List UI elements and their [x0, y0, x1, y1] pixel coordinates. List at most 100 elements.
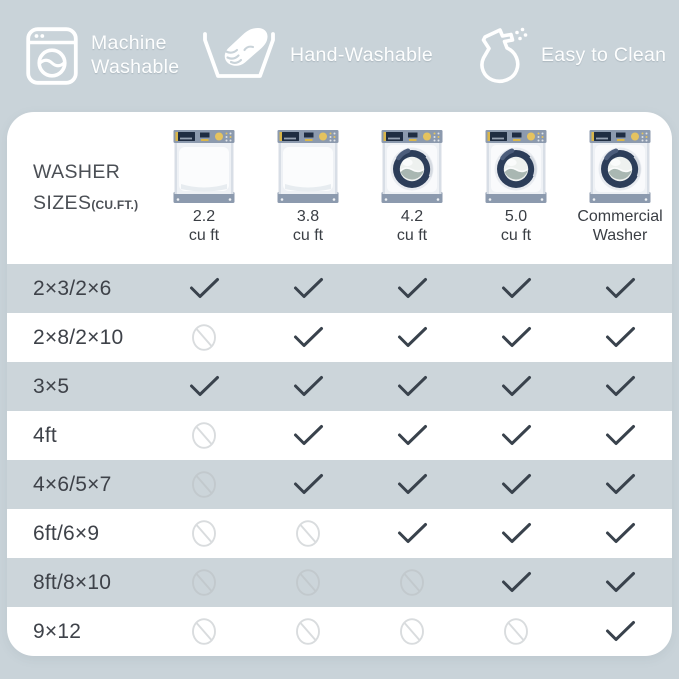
- washer-size-label: 3.8 cu ft: [292, 208, 324, 244]
- washing-machine-icon: [26, 27, 78, 85]
- compatibility-cell: [152, 568, 256, 597]
- checkmark-icon: [293, 376, 323, 396]
- table-row: 6ft/6×9: [7, 509, 672, 558]
- washer-size-label: 4.2 cu ft: [396, 208, 428, 244]
- compatibility-cell: [464, 277, 568, 300]
- feature-easy-to-clean: Easy to Clean: [470, 0, 666, 112]
- prohibited-icon: [400, 569, 424, 596]
- checkmark-icon: [605, 572, 635, 592]
- prohibited-icon: [192, 569, 216, 596]
- feature-machine-washable: Machine Washable: [26, 0, 187, 112]
- prohibited-icon: [504, 618, 528, 645]
- compatibility-cell: [568, 424, 672, 447]
- prohibited-icon: [192, 520, 216, 547]
- rug-size-label: 9×12: [33, 619, 82, 643]
- prohibited-icon: [192, 471, 216, 498]
- compatibility-cell: [152, 323, 256, 352]
- front-loader-washer-icon: [485, 129, 547, 205]
- compatibility-cell: [256, 326, 360, 349]
- compatibility-cell: [256, 568, 360, 597]
- compatibility-cell: [152, 375, 256, 398]
- checkmark-icon: [397, 278, 427, 298]
- checkmark-icon: [501, 327, 531, 347]
- compatibility-cell: [256, 473, 360, 496]
- rug-size-label: 8ft/8×10: [33, 570, 112, 594]
- checkmark-icon: [501, 474, 531, 494]
- prohibited-icon: [400, 618, 424, 645]
- table-row: 4ft: [7, 411, 672, 460]
- washer-sizes-title-line2: SIZES: [33, 192, 92, 214]
- compatibility-cell: [256, 424, 360, 447]
- checkmark-icon: [293, 425, 323, 445]
- table-row: 3×5: [7, 362, 672, 411]
- washer-column: 2.2 cu ft: [152, 112, 256, 264]
- compatibility-cell: [152, 470, 256, 499]
- checkmark-icon: [293, 474, 323, 494]
- compatibility-cell: [360, 277, 464, 300]
- compatibility-cell: [152, 519, 256, 548]
- washer-sizes-title: WASHER SIZES(CU.FT.): [7, 157, 152, 219]
- washer-column: 3.8 cu ft: [256, 112, 360, 264]
- rug-size-label: 4ft: [33, 423, 57, 447]
- rug-size-label: 3×5: [33, 374, 70, 398]
- compatibility-cell: [360, 424, 464, 447]
- rug-size-label: 2×3/2×6: [33, 276, 112, 300]
- compatibility-cell: [568, 620, 672, 643]
- washer-size-table-card: WASHER SIZES(CU.FT.) 2.2 cu ft 3.8 cu ft…: [7, 112, 672, 656]
- table-row: 8ft/8×10: [7, 558, 672, 607]
- checkmark-icon: [189, 376, 219, 396]
- hand-wash-icon: [203, 28, 275, 78]
- compatibility-cell: [464, 571, 568, 594]
- compatibility-cell: [568, 473, 672, 496]
- compatibility-cell: [256, 375, 360, 398]
- checkmark-icon: [605, 278, 635, 298]
- checkmark-icon: [501, 278, 531, 298]
- compatibility-cell: [256, 617, 360, 646]
- compatibility-cell: [360, 617, 464, 646]
- front-loader-washer-icon: [381, 129, 443, 205]
- compatibility-cell: [464, 424, 568, 447]
- checkmark-icon: [397, 523, 427, 543]
- checkmark-icon: [605, 621, 635, 641]
- rug-size-label: 6ft/6×9: [33, 521, 100, 545]
- feature-header: Machine Washable Hand-Washable Easy to C…: [0, 0, 679, 112]
- front-loader-washer-icon: [589, 129, 651, 205]
- checkmark-icon: [397, 425, 427, 445]
- compatibility-cell: [152, 421, 256, 450]
- top-loader-washer-icon: [173, 129, 235, 205]
- feature-hand-washable: Hand-Washable: [201, 0, 433, 112]
- checkmark-icon: [397, 327, 427, 347]
- compatibility-cell: [360, 326, 464, 349]
- spray-bottle-icon: [480, 27, 528, 84]
- checkmark-icon: [501, 523, 531, 543]
- table-row: 9×12: [7, 607, 672, 656]
- washer-sizes-title-suffix: (CU.FT.): [91, 198, 139, 212]
- compatibility-cell: [464, 473, 568, 496]
- table-row: 4×6/5×7: [7, 460, 672, 509]
- prohibited-icon: [296, 569, 320, 596]
- rug-size-label: 4×6/5×7: [33, 472, 112, 496]
- checkmark-icon: [605, 425, 635, 445]
- checkmark-icon: [605, 376, 635, 396]
- compatibility-cell: [568, 375, 672, 398]
- compatibility-cell: [464, 326, 568, 349]
- compatibility-cell: [360, 522, 464, 545]
- checkmark-icon: [605, 523, 635, 543]
- compatibility-cell: [360, 375, 464, 398]
- washer-column: 5.0 cu ft: [464, 112, 568, 264]
- washer-size-label: Commercial Washer: [577, 208, 663, 244]
- checkmark-icon: [501, 376, 531, 396]
- prohibited-icon: [192, 422, 216, 449]
- checkmark-icon: [189, 278, 219, 298]
- washer-size-label: 2.2 cu ft: [188, 208, 220, 244]
- table-header-row: WASHER SIZES(CU.FT.) 2.2 cu ft 3.8 cu ft…: [7, 112, 672, 264]
- feature-label: Easy to Clean: [541, 44, 667, 67]
- top-loader-washer-icon: [277, 129, 339, 205]
- table-body: 2×3/2×6 2×8/2×10 3×5 4ft: [7, 264, 672, 656]
- prohibited-icon: [192, 324, 216, 351]
- checkmark-icon: [397, 376, 427, 396]
- compatibility-cell: [256, 277, 360, 300]
- checkmark-icon: [605, 474, 635, 494]
- feature-label: Machine Washable: [91, 32, 180, 78]
- compatibility-cell: [152, 617, 256, 646]
